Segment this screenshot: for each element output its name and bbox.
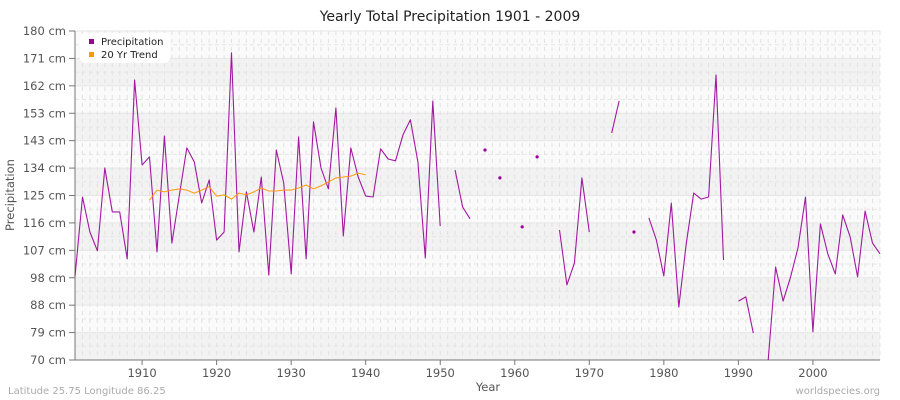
axes: 180 cm 171 cm 162 cm 153 cm 143 cm 134 cm 125 … (23, 24, 880, 380)
x-tick-label: 1930 (277, 366, 306, 380)
x-tick-label: 1960 (500, 366, 529, 380)
series-precipitation (74, 52, 881, 361)
x-tick-label: 1950 (426, 366, 455, 380)
y-axis-label: Precipitation (3, 159, 17, 231)
y-tick-label: 88 cm (30, 298, 66, 312)
x-tick-label: 1920 (202, 366, 231, 380)
legend-label-trend: 20 Yr Trend (101, 50, 158, 61)
y-tick-label: 79 cm (30, 326, 66, 340)
x-tick-label: 1990 (724, 366, 753, 380)
x-tick-label: 1940 (351, 366, 380, 380)
y-tick-label: 134 cm (23, 161, 66, 175)
legend-box (80, 33, 170, 63)
x-tick-label: 1970 (575, 366, 604, 380)
legend: Precipitation 20 Yr Trend (80, 33, 170, 63)
x-tick-label: 1980 (649, 366, 678, 380)
series-20-yr-trend (149, 172, 366, 201)
x-tick-label: 1910 (127, 366, 156, 380)
gridlines (74, 30, 881, 361)
y-tick-label: 125 cm (23, 189, 66, 203)
legend-swatch-trend (89, 52, 94, 57)
footer-coordinates: Latitude 25.75 Longitude 86.25 (8, 386, 166, 397)
x-axis-label: Year (475, 380, 501, 394)
y-tick-label: 70 cm (30, 353, 66, 367)
y-tick-label: 180 cm (23, 24, 66, 38)
y-tick-label: 143 cm (23, 134, 66, 148)
y-tick-label: 162 cm (23, 79, 66, 93)
y-tick-label: 116 cm (23, 216, 66, 230)
y-tick-label: 171 cm (23, 51, 66, 65)
y-tick-label: 153 cm (23, 106, 66, 120)
x-tick-label: 2000 (798, 366, 827, 380)
footer-source: worldspecies.org (796, 386, 880, 397)
legend-swatch-precipitation (89, 39, 94, 44)
data-series (74, 52, 881, 361)
y-tick-label: 107 cm (23, 243, 66, 257)
y-tick-label: 98 cm (30, 271, 66, 285)
chart-title: Yearly Total Precipitation 1901 - 2009 (319, 9, 581, 25)
legend-label-precipitation: Precipitation (101, 37, 164, 48)
